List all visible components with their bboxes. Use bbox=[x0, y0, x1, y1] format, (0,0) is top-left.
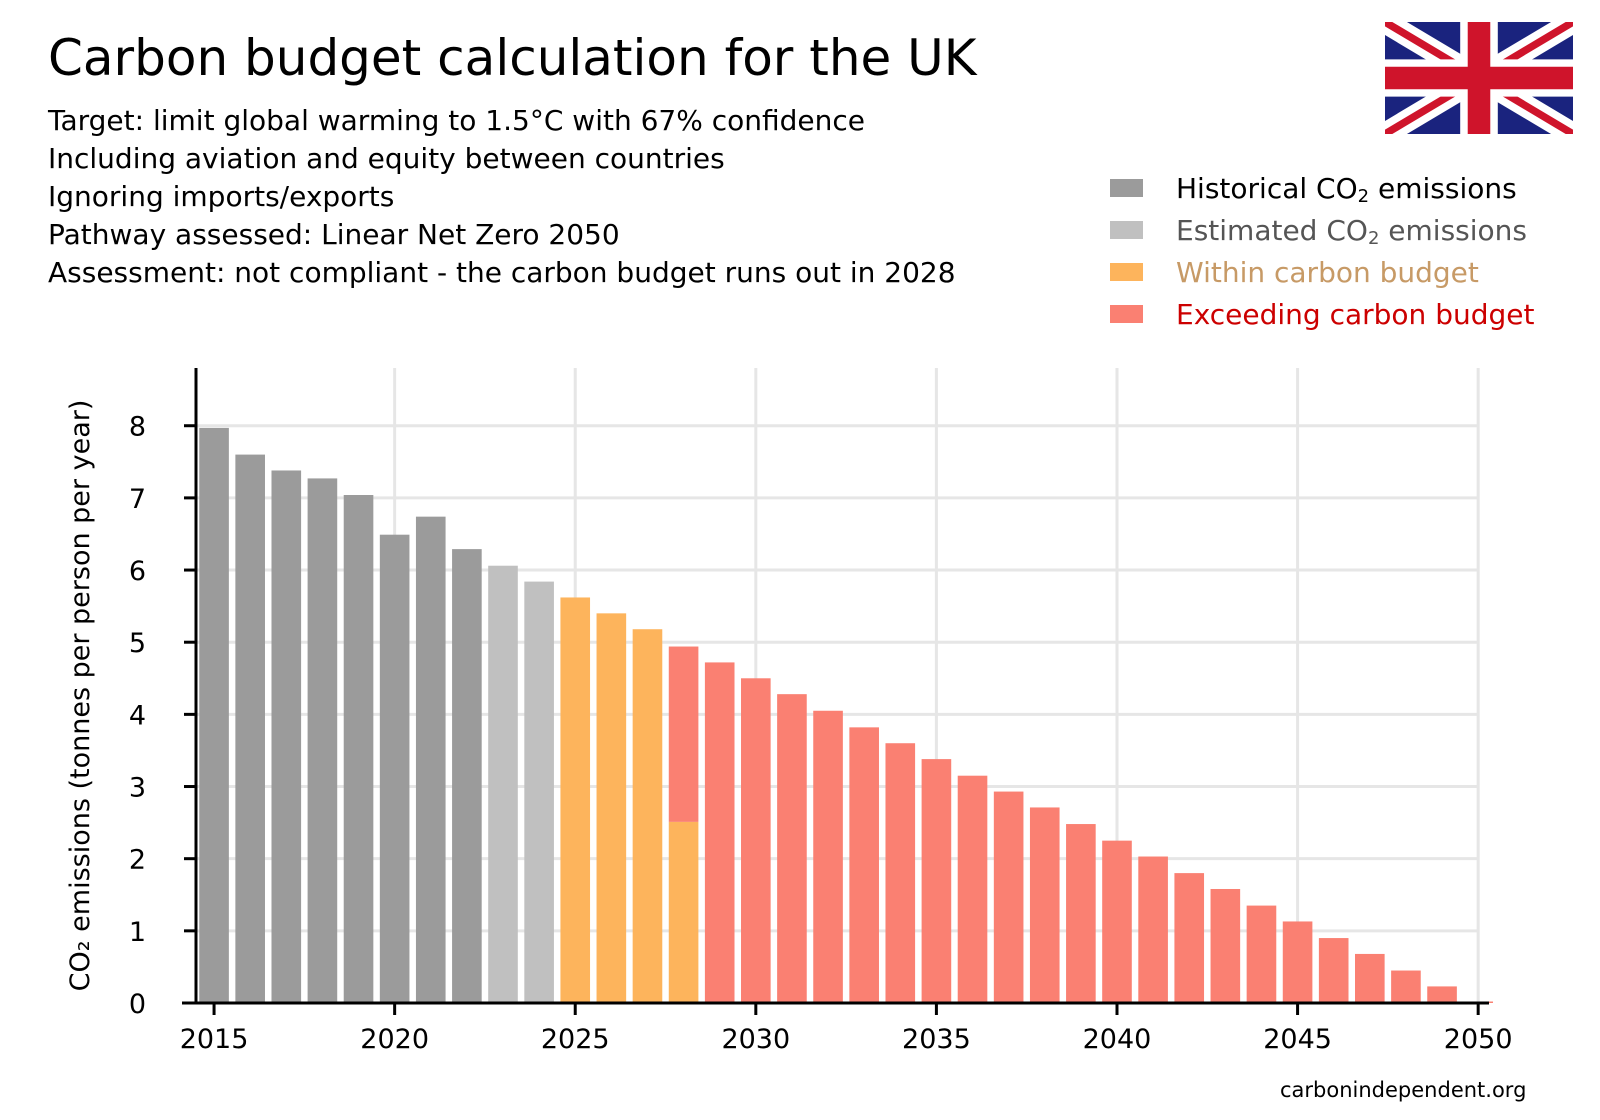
bar-historical-2018 bbox=[307, 478, 338, 1003]
legend-label: Historical CO2 emissions bbox=[1176, 171, 1517, 207]
x-tick-label: 2035 bbox=[902, 1024, 971, 1055]
bar-historical-2017 bbox=[271, 470, 302, 1003]
x-tick-label: 2050 bbox=[1444, 1024, 1513, 1055]
bar-within-2028 bbox=[668, 821, 699, 1003]
bar-historical-2020 bbox=[379, 534, 410, 1003]
subtitle-scope: Including aviation and equity between co… bbox=[48, 142, 725, 175]
y-tick-label: 8 bbox=[129, 412, 146, 443]
bar-exceeding-2040 bbox=[1102, 840, 1132, 1003]
legend-swatch bbox=[1110, 179, 1143, 197]
bar-estimated-2023 bbox=[488, 565, 518, 1003]
x-tick-label: 2030 bbox=[721, 1024, 790, 1055]
bar-historical-2015 bbox=[199, 427, 229, 1003]
x-tick-label: 2015 bbox=[180, 1024, 249, 1055]
bar-exceeding-2043 bbox=[1210, 888, 1241, 1003]
bar-exceeding-2037 bbox=[993, 791, 1024, 1003]
bar-historical-2016 bbox=[235, 454, 265, 1003]
bar-exceeding-2029 bbox=[704, 662, 735, 1003]
x-tick-label: 2040 bbox=[1083, 1024, 1152, 1055]
x-tick-label: 2025 bbox=[541, 1024, 610, 1055]
x-tick-label: 2045 bbox=[1263, 1024, 1332, 1055]
x-tick-label: 2020 bbox=[360, 1024, 429, 1055]
y-tick-label: 2 bbox=[129, 845, 146, 876]
y-tick-label: 6 bbox=[129, 556, 146, 587]
bar-within-2027 bbox=[632, 629, 663, 1003]
bar-exceeding-2041 bbox=[1138, 856, 1168, 1003]
bar-exceeding-2048 bbox=[1391, 970, 1421, 1003]
y-axis-label: CO₂ emissions (tonnes per person per yea… bbox=[65, 400, 96, 992]
y-tick-label: 3 bbox=[129, 773, 146, 804]
bar-within-2025 bbox=[560, 597, 591, 1003]
bar-exceeding-2039 bbox=[1066, 824, 1096, 1003]
bar-exceeding-2032 bbox=[813, 710, 843, 1003]
bar-exceeding-2033 bbox=[849, 727, 879, 1003]
subtitle-target: Target: limit global warming to 1.5°C wi… bbox=[48, 104, 866, 137]
legend-swatch bbox=[1110, 263, 1143, 281]
bar-historical-2022 bbox=[452, 549, 482, 1003]
bar-exceeding-2035 bbox=[921, 759, 952, 1003]
bar-historical-2021 bbox=[415, 516, 446, 1003]
bar-exceeding-2044 bbox=[1246, 905, 1277, 1003]
legend-swatch bbox=[1110, 221, 1143, 239]
legend-swatch bbox=[1110, 305, 1143, 323]
legend-label: Within carbon budget bbox=[1176, 255, 1479, 289]
legend-label: Exceeding carbon budget bbox=[1176, 297, 1535, 331]
y-tick-label: 7 bbox=[129, 484, 146, 515]
chart-title: Carbon budget calculation for the UK bbox=[48, 29, 977, 87]
uk-flag-icon bbox=[1385, 22, 1573, 134]
bar-exceeding-2030 bbox=[741, 678, 771, 1003]
bar-exceeding-2038 bbox=[1029, 807, 1060, 1003]
source-credit: carbonindependent.org bbox=[1280, 1078, 1527, 1102]
bar-exceeding-2034 bbox=[885, 743, 916, 1003]
bar-exceeding-2046 bbox=[1318, 938, 1349, 1003]
legend-item-exceeding: Exceeding carbon budget bbox=[1110, 297, 1534, 331]
y-tick-label: 0 bbox=[129, 989, 146, 1020]
bar-exceeding-2036 bbox=[957, 775, 988, 1003]
bar-exceeding-2047 bbox=[1355, 953, 1385, 1003]
y-tick-label: 1 bbox=[129, 917, 146, 948]
legend-item-historical: Historical CO2 emissions bbox=[1110, 171, 1517, 205]
bar-exceeding-2031 bbox=[777, 694, 807, 1003]
subtitle-pathway: Pathway assessed: Linear Net Zero 2050 bbox=[48, 218, 620, 251]
bar-estimated-2024 bbox=[524, 581, 554, 1003]
bar-within-2026 bbox=[596, 613, 627, 1003]
y-tick-label: 4 bbox=[129, 700, 146, 731]
legend-item-within: Within carbon budget bbox=[1110, 255, 1479, 289]
bar-exceeding-2042 bbox=[1174, 873, 1205, 1003]
bar-historical-2019 bbox=[343, 495, 374, 1003]
legend-item-estimated: Estimated CO2 emissions bbox=[1110, 213, 1527, 247]
bar-exceeding-2049 bbox=[1427, 986, 1457, 1003]
subtitle-assessment: Assessment: not compliant - the carbon b… bbox=[48, 256, 956, 289]
legend-label: Estimated CO2 emissions bbox=[1176, 213, 1528, 249]
bar-exceeding-2028 bbox=[668, 646, 699, 822]
subtitle-imports: Ignoring imports/exports bbox=[48, 180, 395, 213]
bar-exceeding-2045 bbox=[1282, 921, 1313, 1003]
y-tick-label: 5 bbox=[129, 628, 146, 659]
